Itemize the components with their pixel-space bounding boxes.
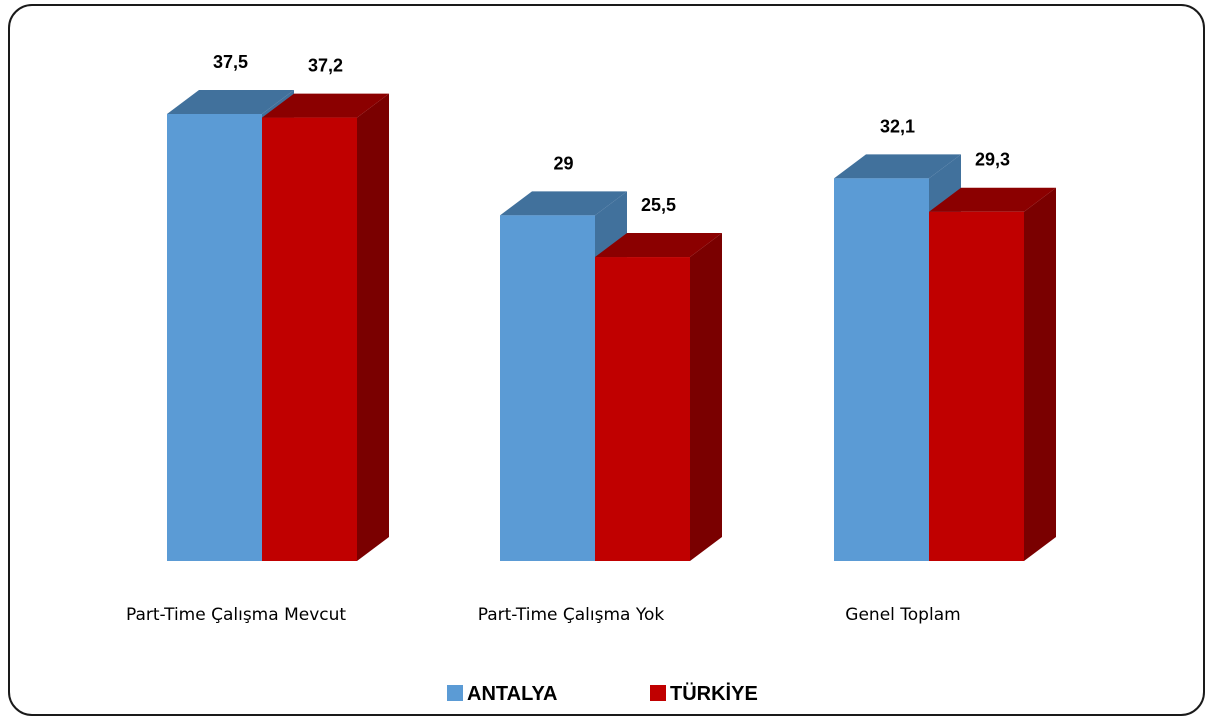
data-label-antalya-3: 32,1	[880, 116, 915, 136]
bar-top-face	[262, 93, 389, 118]
data-label-antalya-2: 29	[553, 153, 573, 173]
bar-side-face	[1024, 187, 1056, 561]
data-label-antalya-1: 37,5	[213, 52, 248, 72]
bar-front-face	[167, 114, 262, 561]
category-label-1: Part-Time Çalışma Mevcut	[126, 605, 346, 625]
bar-front-face	[595, 257, 690, 561]
bar-front-face	[834, 178, 929, 562]
legend-label-antalya: ANTALYA	[467, 683, 557, 705]
legend-swatch-turkiye	[650, 685, 666, 701]
bar-trkiye-3	[929, 187, 1056, 561]
bar-side-face	[357, 93, 389, 562]
data-labels: 37,5 37,2 29 25,5 32,1 29,3	[213, 52, 1010, 215]
category-label-3: Genel Toplam	[845, 605, 960, 625]
data-label-trkiye-2: 25,5	[641, 195, 676, 215]
bar-side-face	[690, 233, 722, 562]
bar-top-face	[595, 233, 722, 258]
category-label-2: Part-Time Çalışma Yok	[478, 605, 665, 625]
bar-front-face	[500, 215, 595, 561]
bar-trkiye-1	[262, 93, 389, 562]
bar-top-face	[929, 187, 1056, 212]
bar-top-face	[500, 191, 627, 216]
bar-trkiye-2	[595, 233, 722, 562]
plot-area	[167, 90, 1056, 562]
bar-top-face	[834, 154, 961, 179]
bar-front-face	[262, 117, 357, 562]
data-label-trkiye-3: 29,3	[975, 150, 1010, 170]
legend-label-turkiye: TÜRKİYE	[670, 682, 758, 705]
legend: ANTALYA TÜRKİYE	[447, 682, 758, 705]
category-axis: Part-Time Çalışma Mevcut Part-Time Çalışm…	[126, 605, 961, 625]
bar-top-face	[167, 90, 294, 114]
data-label-trkiye-1: 37,2	[308, 56, 343, 76]
bar-front-face	[929, 211, 1024, 561]
legend-swatch-antalya	[447, 685, 463, 701]
